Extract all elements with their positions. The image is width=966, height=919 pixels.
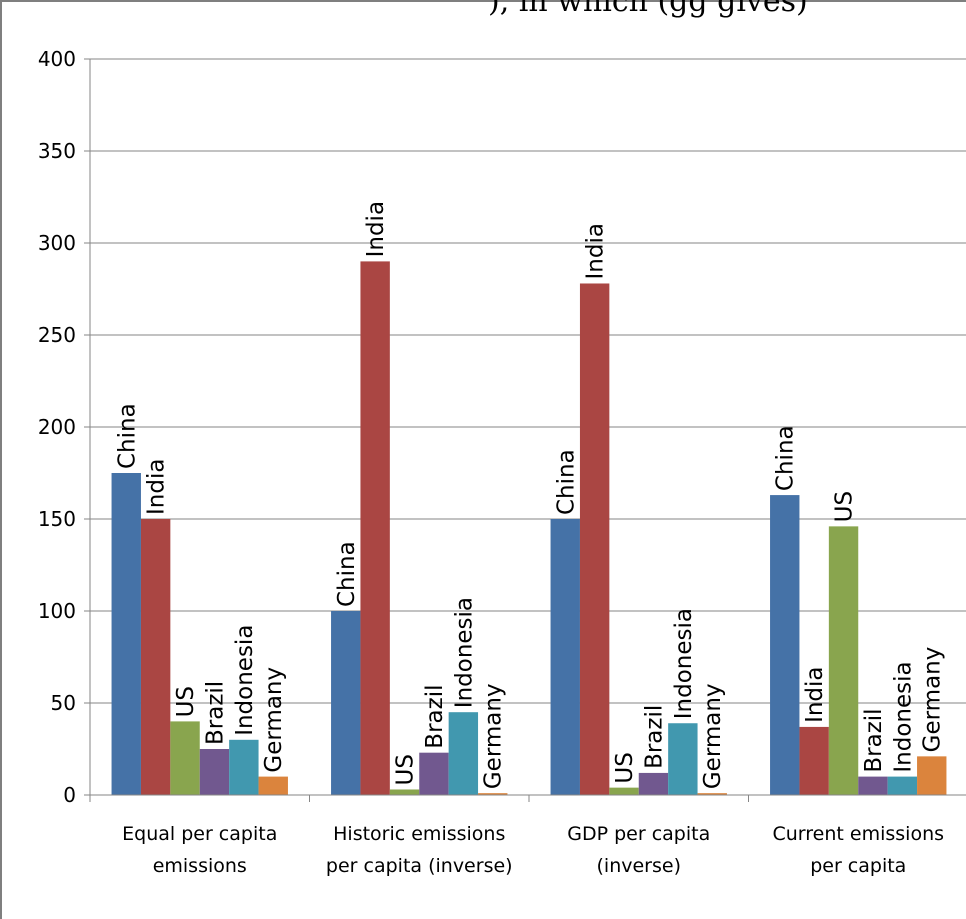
bar-label-brazil-historic-emissions-per-capita-inverse: Brazil <box>422 684 448 748</box>
bar-label-indonesia-current-emissions-per-capita: Indonesia <box>890 661 916 772</box>
bar-label-germany-current-emissions-per-capita: Germany <box>920 647 946 753</box>
x-category-label-line: Current emissions <box>772 823 944 845</box>
y-tick-label-100: 100 <box>38 599 76 623</box>
bar-label-china-gdp-per-capita-inverse: China <box>553 449 579 515</box>
bar-label-indonesia-gdp-per-capita-inverse: Indonesia <box>671 608 697 719</box>
bar-label-china-historic-emissions-per-capita-inverse: China <box>334 541 360 607</box>
y-tick-label-150: 150 <box>38 507 76 531</box>
top-caption: ), in which (gg gives) <box>0 0 966 24</box>
bar-us-current-emissions-per-capita <box>828 526 859 795</box>
bar-label-indonesia-historic-emissions-per-capita-inverse: Indonesia <box>451 597 477 708</box>
bar-indonesia-historic-emissions-per-capita-inverse <box>448 712 479 795</box>
bar-label-india-current-emissions-per-capita: India <box>802 666 828 722</box>
bar-label-china-equal-per-capita-emissions: China <box>114 403 140 469</box>
bar-brazil-current-emissions-per-capita <box>858 776 888 795</box>
bar-germany-historic-emissions-per-capita-inverse <box>478 793 508 795</box>
y-tick-label-250: 250 <box>38 323 76 347</box>
bar-brazil-historic-emissions-per-capita-inverse <box>419 752 449 795</box>
x-category-label-line: per capita (inverse) <box>326 855 513 877</box>
bar-label-india-gdp-per-capita-inverse: India <box>583 223 609 279</box>
y-tick-label-300: 300 <box>38 231 76 255</box>
bar-label-germany-equal-per-capita-emissions: Germany <box>261 667 287 773</box>
bar-label-germany-historic-emissions-per-capita-inverse: Germany <box>481 683 507 789</box>
bar-label-us-gdp-per-capita-inverse: US <box>612 752 638 783</box>
bar-label-us-historic-emissions-per-capita-inverse: US <box>393 754 419 785</box>
bar-label-indonesia-equal-per-capita-emissions: Indonesia <box>232 625 258 736</box>
bar-germany-current-emissions-per-capita <box>917 756 947 795</box>
bar-india-historic-emissions-per-capita-inverse <box>360 261 390 795</box>
y-tick-label-0: 0 <box>63 783 76 807</box>
x-category-label-gdp-per-capita-inverse: GDP per capita (inverse) <box>567 823 710 877</box>
bar-label-brazil-gdp-per-capita-inverse: Brazil <box>641 705 667 769</box>
bar-china-equal-per-capita-emissions <box>111 473 141 795</box>
x-category-label-line: Historic emissions <box>333 823 505 845</box>
x-category-label-line: (inverse) <box>597 855 681 877</box>
bar-label-brazil-equal-per-capita-emissions: Brazil <box>202 681 228 745</box>
y-tick-label-50: 50 <box>51 691 76 715</box>
bar-label-india-historic-emissions-per-capita-inverse: India <box>363 201 389 257</box>
bar-brazil-gdp-per-capita-inverse <box>638 772 669 795</box>
bar-china-gdp-per-capita-inverse <box>550 519 580 795</box>
bar-brazil-equal-per-capita-emissions <box>199 749 230 795</box>
x-category-label-historic-emissions-per-capita-inverse: Historic emissions per capita (inverse) <box>326 823 513 877</box>
bar-india-gdp-per-capita-inverse <box>579 283 610 795</box>
bar-us-historic-emissions-per-capita-inverse <box>389 789 420 795</box>
bar-label-us-equal-per-capita-emissions: US <box>173 686 199 717</box>
top-caption-text: ), in which (gg gives) <box>488 0 808 19</box>
bar-indonesia-current-emissions-per-capita <box>887 776 918 795</box>
x-axis: Equal per capita emissions Historic emissi… <box>89 794 966 877</box>
bar-china-current-emissions-per-capita <box>770 495 800 795</box>
bar-germany-gdp-per-capita-inverse <box>697 793 727 795</box>
y-tick-label-350: 350 <box>38 139 76 163</box>
x-category-label-line: per capita <box>810 855 906 877</box>
bar-indonesia-gdp-per-capita-inverse <box>668 723 698 795</box>
bar-label-brazil-current-emissions-per-capita: Brazil <box>861 708 887 772</box>
bar-china-historic-emissions-per-capita-inverse <box>331 611 361 795</box>
bar-us-gdp-per-capita-inverse <box>609 787 639 795</box>
bar-indonesia-equal-per-capita-emissions <box>229 739 259 795</box>
x-category-label-line: Equal per capita <box>122 823 277 845</box>
bar-germany-equal-per-capita-emissions <box>258 776 288 795</box>
bar-label-china-current-emissions-per-capita: China <box>773 425 799 491</box>
bar-label-germany-gdp-per-capita-inverse: Germany <box>700 683 726 789</box>
bar-india-current-emissions-per-capita <box>799 726 829 795</box>
y-tick-label-200: 200 <box>38 415 76 439</box>
bar-us-equal-per-capita-emissions <box>170 721 200 795</box>
bar-label-india-equal-per-capita-emissions: India <box>144 459 170 515</box>
x-category-label-equal-per-capita-emissions: Equal per capita emissions <box>122 823 277 877</box>
y-axis: 0 50 100 150 200 250 300 350 400 <box>38 47 91 807</box>
x-category-label-current-emissions-per-capita: Current emissions per capita <box>772 823 944 877</box>
x-category-label-line: emissions <box>153 855 247 877</box>
y-tick-label-400: 400 <box>38 47 76 71</box>
x-category-label-line: GDP per capita <box>567 823 710 845</box>
bar-label-us-current-emissions-per-capita: US <box>832 491 858 522</box>
bar-india-equal-per-capita-emissions <box>140 519 171 795</box>
gridlines <box>90 58 966 704</box>
